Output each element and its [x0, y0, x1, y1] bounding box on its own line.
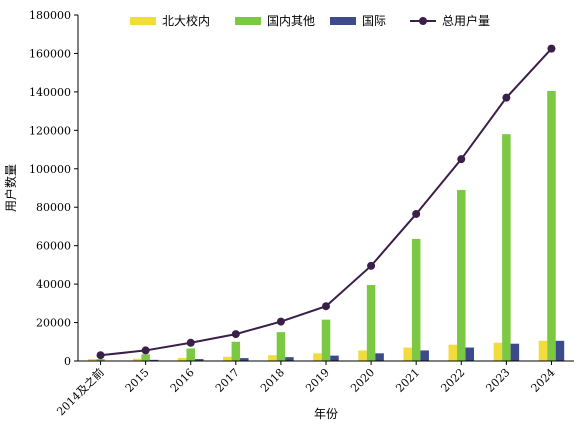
line-point: [96, 351, 105, 360]
bar-国际: [555, 340, 565, 361]
bar-国内其他: [321, 319, 331, 361]
bar-国际: [420, 350, 429, 361]
x-tick-label: 2023: [483, 366, 512, 395]
bar-国内其他: [457, 189, 466, 361]
bar-北大校内: [358, 350, 367, 361]
bar-国际: [240, 358, 249, 361]
bar-国际: [285, 357, 294, 361]
bar-国际: [194, 359, 204, 361]
x-tick-label: 2018: [258, 366, 287, 395]
bar-国际: [330, 355, 339, 361]
legend-swatch: [330, 17, 356, 25]
y-tick-label: 0: [64, 355, 71, 368]
legend-label: 北大校内: [162, 13, 210, 28]
y-tick-label: 80000: [36, 201, 71, 214]
legend-marker: [419, 17, 427, 25]
x-tick-label: 2020: [348, 366, 377, 395]
y-tick-label: 120000: [29, 124, 71, 137]
bar-国际: [375, 353, 384, 361]
y-axis-ticks: 0 20000 40000 60000 80000 100000 120000 140000 1…: [29, 9, 78, 368]
line-point: [186, 338, 195, 347]
bar-国内其他: [96, 359, 105, 361]
y-tick-label: 20000: [36, 317, 71, 330]
line-point: [276, 317, 285, 326]
bar-北大校内: [87, 359, 97, 361]
line-point: [547, 44, 556, 53]
bar-国内其他: [502, 134, 511, 361]
bar-国际: [465, 347, 475, 361]
line-point: [502, 93, 511, 102]
bar-北大校内: [177, 357, 187, 361]
bar-北大校内: [268, 355, 277, 361]
x-tick-label: 2021: [393, 366, 422, 395]
bar-北大校内: [223, 356, 232, 361]
bar-北大校内: [313, 353, 322, 361]
bar-北大校内: [132, 358, 142, 361]
line-point: [322, 302, 330, 311]
y-tick-label: 60000: [36, 240, 71, 253]
bar-国内其他: [411, 238, 421, 361]
bar-北大校内: [448, 344, 458, 361]
line-point: [141, 346, 150, 355]
y-tick-label: 160000: [29, 47, 71, 60]
legend: 北大校内 国内其他 国际 总用户量: [130, 13, 490, 28]
y-tick-label: 180000: [29, 9, 71, 22]
bars: [87, 90, 565, 361]
x-tick-label: 2019: [303, 366, 332, 395]
legend-label: 国内其他: [267, 14, 315, 28]
x-tick-label: 2016: [168, 366, 197, 395]
bar-国内其他: [186, 348, 195, 361]
bar-国际: [510, 343, 520, 361]
legend-label: 国际: [362, 14, 386, 28]
y-tick-label: 40000: [36, 278, 71, 291]
legend-label: 总用户量: [442, 13, 490, 28]
bar-国内其他: [276, 332, 286, 361]
bar-国际: [149, 359, 159, 361]
legend-swatch: [130, 17, 156, 25]
line-point: [231, 330, 240, 339]
x-tick-label: 2017: [213, 366, 242, 395]
bar-国内其他: [141, 354, 150, 361]
bar-国内其他: [231, 341, 241, 361]
x-tick-label: 2022: [438, 366, 467, 395]
x-tick-label: 2014及之前: [54, 365, 107, 418]
y-axis-title: 用户数量: [3, 164, 18, 212]
bar-北大校内: [493, 342, 503, 361]
bar-国内其他: [366, 285, 376, 361]
bar-国内其他: [547, 90, 556, 361]
bar-北大校内: [538, 340, 548, 361]
line-point: [457, 155, 466, 164]
x-axis-ticks: 2014及之前 2015 2016 2017 2018 2019 2020 2021 2022 2…: [54, 361, 558, 418]
bar-北大校内: [403, 347, 412, 361]
x-axis-title: 年份: [314, 407, 338, 421]
total-line: [96, 44, 556, 360]
legend-swatch: [235, 17, 261, 25]
line-point: [412, 209, 421, 218]
y-tick-label: 140000: [29, 86, 71, 99]
x-tick-label: 2015: [123, 366, 152, 395]
line-point: [367, 261, 376, 270]
y-tick-label: 100000: [29, 163, 71, 176]
x-tick-label: 2024: [529, 366, 558, 395]
